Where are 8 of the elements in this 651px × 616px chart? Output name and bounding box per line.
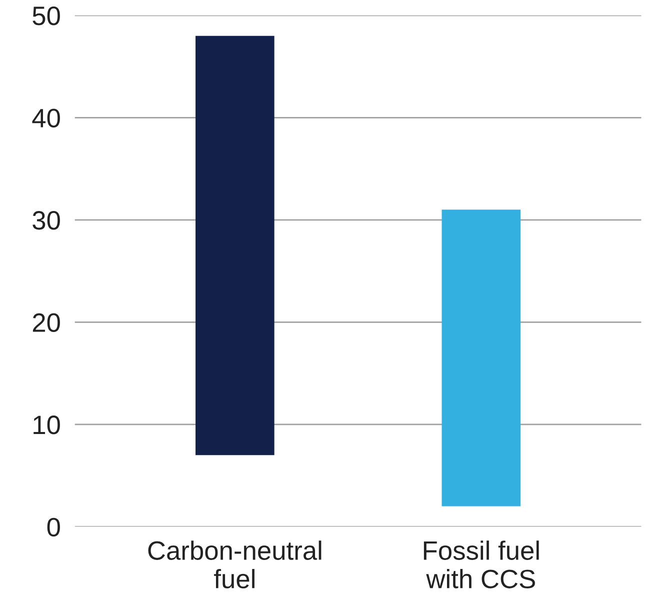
y-tick-label: 20 <box>32 313 60 332</box>
y-tick-label: 10 <box>34 416 60 434</box>
y-tick-label: 0 <box>47 518 60 536</box>
y-tick-label: 40 <box>32 108 60 128</box>
y-tick-label: 50 <box>32 6 60 26</box>
x-tick-label: Carbon-neutral fuel <box>148 540 322 588</box>
y-tick-label: 30 <box>32 211 60 230</box>
x-tick-label: Fossil fuel with CCS <box>424 540 539 588</box>
